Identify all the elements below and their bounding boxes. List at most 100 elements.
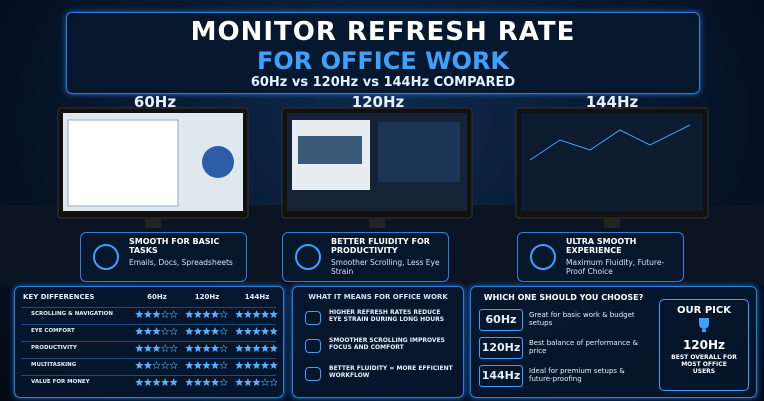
title-box: MONITOR REFRESH RATE FOR OFFICE WORK 60H…	[66, 12, 700, 94]
row-label: EYE COMFORT	[31, 328, 75, 334]
column-header: 120Hz	[194, 293, 220, 301]
star	[219, 344, 228, 353]
star	[202, 361, 211, 370]
feature-icon	[530, 244, 556, 270]
star	[135, 344, 144, 353]
pick-rate: 120Hz	[682, 338, 726, 352]
star	[252, 378, 261, 387]
panel-title: WHAT IT MEANS FOR OFFICE WORK	[308, 293, 448, 301]
feature-card: SMOOTH FOR BASIC TASKS Emails, Docs, Spre…	[80, 232, 247, 282]
star	[160, 361, 170, 370]
feature-detail: Smoother Scrolling, Less Eye Strain	[331, 258, 440, 276]
star	[252, 344, 261, 353]
rate-text: Ideal for premium setups & future-proofi…	[529, 367, 625, 383]
star	[160, 327, 170, 336]
title: MONITOR REFRESH RATE	[190, 17, 576, 47]
star	[235, 344, 244, 353]
subtitle: 60Hz vs 120Hz vs 144Hz COMPARED	[250, 75, 516, 90]
rate-text: Great for basic work & budget setups	[529, 311, 635, 327]
star	[243, 310, 253, 319]
monitor-label: 144Hz	[585, 93, 639, 111]
star	[210, 327, 220, 336]
star	[252, 310, 261, 319]
star	[260, 344, 270, 353]
column-header: 144Hz	[244, 293, 270, 301]
star-rating	[235, 378, 278, 387]
star	[260, 327, 270, 336]
feature-icon	[93, 244, 119, 270]
star	[152, 378, 161, 387]
our-pick: OUR PICK 120Hz BEST OVERALL FOR MOST OFF…	[659, 299, 749, 391]
star	[169, 327, 178, 336]
star	[152, 344, 161, 353]
star	[210, 344, 220, 353]
row-label: VALUE FOR MONEY	[31, 379, 90, 385]
star	[160, 344, 170, 353]
star	[143, 361, 153, 370]
feature-card: BETTER FLUIDITY FOR PRODUCTIVITY Smoother…	[282, 232, 449, 282]
star	[243, 361, 253, 370]
star-rating	[185, 361, 228, 370]
monitor	[515, 107, 709, 228]
meaning-item: HIGHER REFRESH RATES REDUCE EYE STRAIN D…	[329, 309, 445, 323]
star-rating	[185, 378, 228, 387]
star	[269, 310, 278, 319]
rate-badge: 144Hz	[479, 365, 523, 387]
star-rating	[235, 361, 278, 370]
star	[210, 378, 220, 387]
star	[260, 378, 270, 387]
row-label: PRODUCTIVITY	[31, 345, 77, 351]
star	[169, 361, 178, 370]
star-rating	[185, 344, 228, 353]
monitor	[57, 107, 249, 228]
key-differences: KEY DIFFERENCES 60Hz 120Hz 144Hz SCROLLING &…	[14, 286, 284, 398]
star-rating	[235, 310, 278, 319]
star	[219, 327, 228, 336]
star	[193, 327, 203, 336]
star	[185, 327, 194, 336]
star	[235, 327, 244, 336]
star	[269, 344, 278, 353]
pick-text: BEST OVERALL FOR MOST OFFICE USERS	[671, 354, 737, 375]
star	[143, 310, 153, 319]
star	[169, 344, 178, 353]
star	[252, 361, 261, 370]
star	[169, 310, 178, 319]
star-rating	[135, 378, 178, 387]
star	[143, 327, 153, 336]
star	[169, 378, 178, 387]
feature-icon	[295, 244, 321, 270]
star-rating	[185, 327, 228, 336]
trophy-icon	[699, 318, 709, 332]
star	[210, 361, 220, 370]
monitor	[281, 107, 473, 228]
row-divider	[21, 324, 276, 325]
row-divider	[21, 358, 276, 359]
meaning-item: BETTER FLUIDITY = MORE EFFICIENT WORKFLO…	[329, 365, 453, 379]
star-rating	[235, 344, 278, 353]
row-label: MULTITASKING	[31, 362, 77, 368]
star	[143, 344, 153, 353]
star	[219, 378, 228, 387]
star	[202, 378, 211, 387]
star	[135, 310, 144, 319]
star	[269, 361, 278, 370]
star	[152, 327, 161, 336]
star	[210, 310, 220, 319]
star	[235, 310, 244, 319]
item-icon	[305, 339, 321, 353]
star	[235, 361, 244, 370]
row-divider	[21, 375, 276, 376]
star	[160, 378, 170, 387]
star	[252, 327, 261, 336]
star	[185, 344, 194, 353]
monitor-label: 60Hz	[133, 93, 177, 111]
star-rating	[135, 361, 178, 370]
row-divider	[21, 307, 276, 308]
star	[193, 310, 203, 319]
panel-title: KEY DIFFERENCES	[23, 293, 95, 301]
star	[152, 361, 161, 370]
meaning-item: SMOOTHER SCROLLING IMPROVES FOCUS AND CO…	[329, 337, 445, 351]
panel-title: WHICH ONE SHOULD YOU CHOOSE?	[483, 293, 644, 302]
star	[185, 361, 194, 370]
